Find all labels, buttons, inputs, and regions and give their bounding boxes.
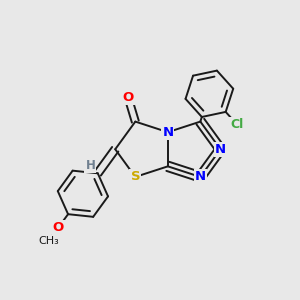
Text: N: N [162, 126, 173, 139]
Text: H: H [85, 159, 95, 172]
Text: Cl: Cl [230, 118, 243, 130]
Text: S: S [130, 170, 140, 183]
Text: N: N [195, 170, 206, 183]
Text: O: O [53, 221, 64, 234]
Text: O: O [122, 91, 134, 104]
Text: N: N [215, 143, 226, 156]
Text: CH₃: CH₃ [38, 236, 59, 246]
